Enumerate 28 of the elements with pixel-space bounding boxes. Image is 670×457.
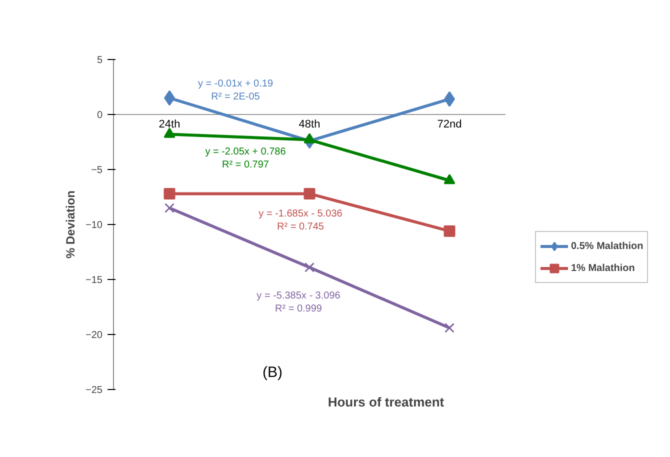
y-tick-label: −5	[91, 165, 103, 176]
point	[164, 203, 174, 213]
x-axis-title: Hours of treatment	[328, 394, 445, 410]
point	[444, 225, 456, 237]
y-tick-label: 5	[96, 55, 103, 66]
y-tick-label: −25	[86, 385, 103, 396]
y-tick-label: 0	[96, 110, 103, 121]
annotation: (B)	[262, 364, 282, 381]
annotation: y = -1.685x - 5.036 R² = 0.745	[258, 208, 343, 233]
x-tick-label: 24th	[158, 118, 180, 130]
point	[444, 174, 456, 184]
legend-label: 1% Malathion	[571, 262, 635, 274]
annotation: y = -2.05x + 0.786 R² = 0.797	[205, 146, 286, 171]
x-tick-label: 48th	[298, 118, 320, 130]
y-tick-label: −10	[86, 220, 103, 231]
x-tick-label: 72nd	[437, 118, 462, 130]
point	[164, 188, 176, 200]
y-tick-label: −20	[86, 330, 103, 341]
point	[444, 322, 454, 333]
point	[304, 188, 316, 200]
y-tick-label: −15	[86, 275, 103, 286]
point	[304, 133, 316, 144]
y-axis-title: % Deviation	[64, 190, 78, 259]
legend-label: 0.5% Malathion	[571, 240, 644, 252]
annotation: y = -0.01x + 0.19 R² = 2E-05	[198, 78, 274, 103]
annotation: y = -5.385x - 3.096 R² = 0.999	[256, 290, 341, 315]
point	[304, 262, 314, 272]
point	[164, 128, 176, 138]
